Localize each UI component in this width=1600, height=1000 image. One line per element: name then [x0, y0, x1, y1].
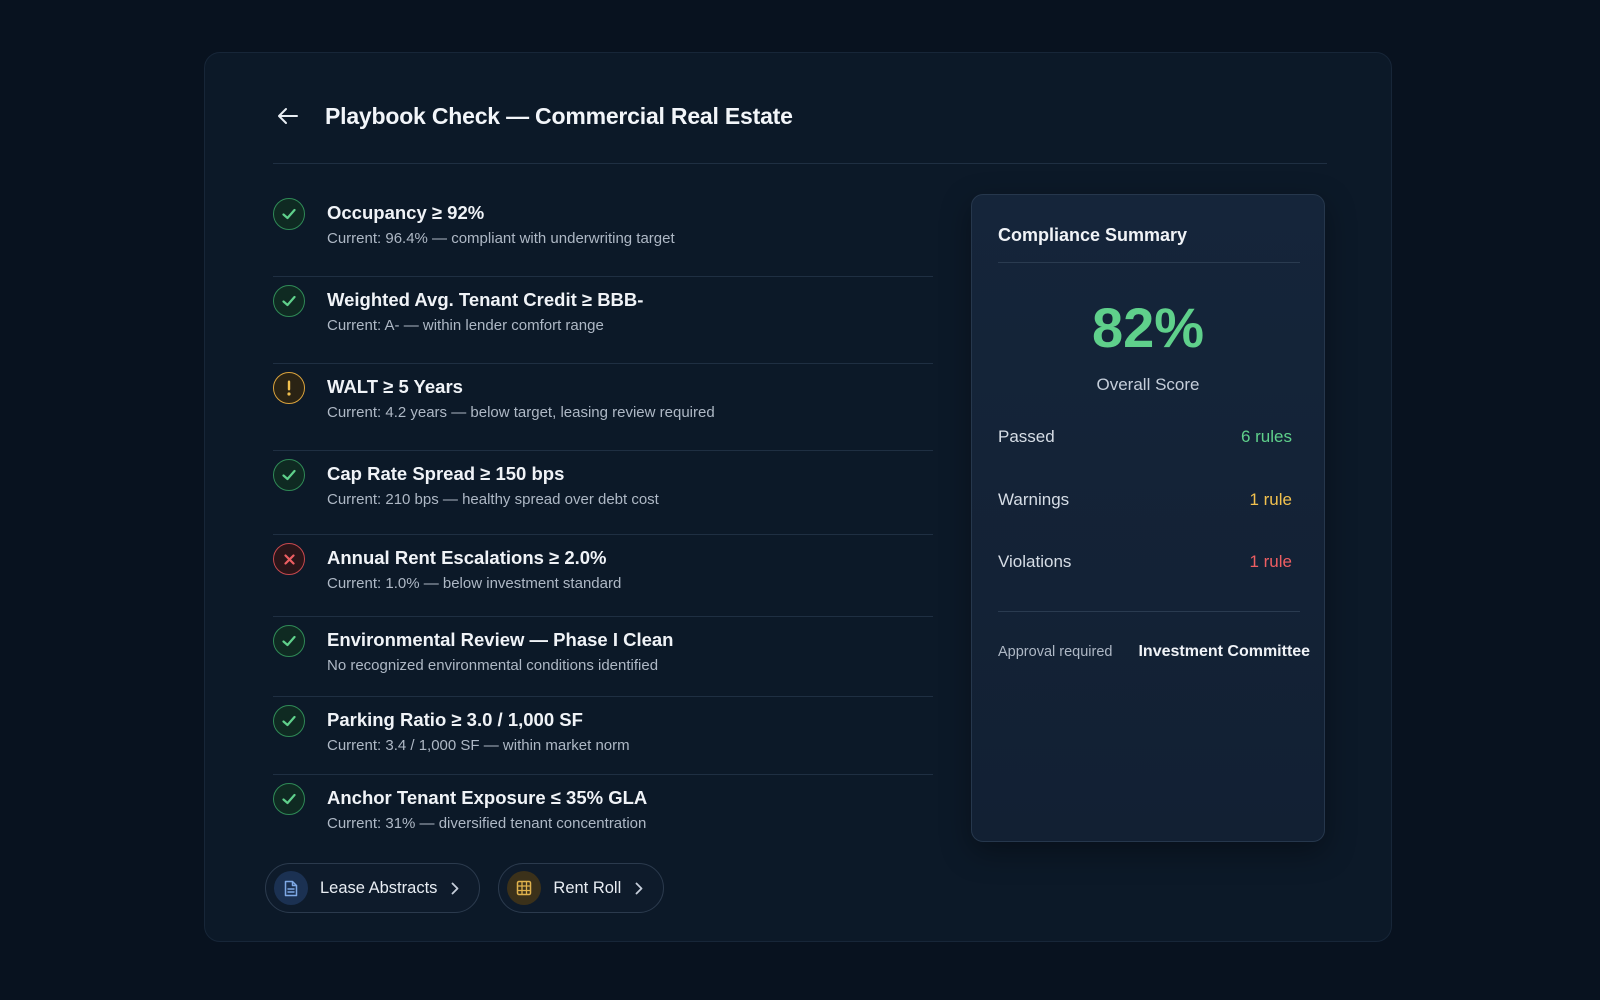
rule-item[interactable]: Weighted Avg. Tenant Credit ≥ BBB- Curre… — [273, 277, 933, 364]
stat-value: 1 rule — [1249, 552, 1292, 571]
close-icon — [273, 543, 305, 575]
arrow-left-icon — [278, 108, 298, 124]
chevron-right-icon — [452, 882, 459, 894]
check-icon — [273, 625, 305, 657]
lease-abstracts-label: Lease Abstracts — [320, 878, 438, 897]
rule-title: Anchor Tenant Exposure ≤ 35% GLA — [327, 787, 648, 808]
approval-row: Approval required Investment Committee — [998, 643, 1310, 661]
rule-detail: Current: 4.2 years — below target, leasi… — [327, 404, 715, 421]
rule-title: Cap Rate Spread ≥ 150 bps — [327, 463, 565, 484]
stat-value: 6 rules — [1240, 427, 1292, 446]
rule-list: Occupancy ≥ 92% Current: 96.4% — complia… — [273, 190, 933, 853]
rule-item[interactable]: Parking Ratio ≥ 3.0 / 1,000 SF Current: … — [273, 697, 933, 775]
overall-score-label: Overall Score — [1096, 375, 1200, 394]
warning-icon — [273, 372, 305, 404]
stat-warnings: Warnings 1 rule — [998, 490, 1292, 510]
check-icon — [273, 783, 305, 815]
action-bar: Lease Abstracts Rent Roll — [265, 863, 665, 913]
rule-detail: Current: 31% — diversified tenant concen… — [327, 815, 647, 832]
rule-detail: Current: 96.4% — compliant with underwri… — [327, 230, 675, 247]
summary-divider — [998, 611, 1300, 612]
rule-title: Annual Rent Escalations ≥ 2.0% — [327, 547, 607, 568]
rent-roll-button[interactable]: Rent Roll — [498, 863, 665, 913]
page-title: Playbook Check — Commercial Real Estate — [325, 102, 793, 129]
summary-divider — [998, 262, 1300, 263]
rule-title: WALT ≥ 5 Years — [327, 376, 463, 397]
table-icon — [507, 871, 542, 905]
page-header: Playbook Check — Commercial Real Estate — [273, 101, 793, 131]
rule-item[interactable]: Annual Rent Escalations ≥ 2.0% Current: … — [273, 535, 933, 617]
back-button[interactable] — [273, 101, 303, 131]
stat-label: Warnings — [998, 490, 1070, 509]
playbook-check-panel: Playbook Check — Commercial Real Estate … — [204, 52, 1392, 942]
overall-score: 82% — [1091, 296, 1205, 359]
stat-value: 1 rule — [1249, 490, 1292, 509]
compliance-summary-card: Compliance Summary 82% Overall Score Pas… — [971, 194, 1325, 842]
check-icon — [273, 459, 305, 491]
chevron-right-icon — [635, 882, 643, 894]
rent-roll-label: Rent Roll — [553, 878, 622, 897]
rule-title: Environmental Review — Phase I Clean — [327, 629, 674, 650]
check-icon — [273, 285, 305, 317]
document-icon — [274, 871, 308, 905]
rule-title: Parking Ratio ≥ 3.0 / 1,000 SF — [327, 709, 583, 730]
stat-passed: Passed 6 rules — [998, 427, 1292, 447]
rule-item[interactable]: Cap Rate Spread ≥ 150 bps Current: 210 b… — [273, 451, 933, 535]
rule-item[interactable]: Occupancy ≥ 92% Current: 96.4% — complia… — [273, 190, 933, 277]
rule-item[interactable]: Anchor Tenant Exposure ≤ 35% GLA Current… — [273, 775, 933, 853]
approval-value: Investment Committee — [1138, 643, 1311, 660]
rule-title: Weighted Avg. Tenant Credit ≥ BBB- — [327, 289, 644, 310]
rule-detail: Current: 1.0% — below investment standar… — [327, 575, 622, 592]
check-icon — [273, 198, 305, 230]
rule-title: Occupancy ≥ 92% — [327, 202, 485, 223]
rule-item[interactable]: WALT ≥ 5 Years Current: 4.2 years — belo… — [273, 364, 933, 451]
stat-label: Passed — [998, 427, 1055, 446]
rule-detail: Current: A- — within lender comfort rang… — [327, 317, 604, 334]
summary-title: Compliance Summary — [998, 225, 1188, 245]
rule-detail: Current: 3.4 / 1,000 SF — within market … — [327, 737, 630, 754]
stat-label: Violations — [998, 552, 1072, 571]
lease-abstracts-button[interactable]: Lease Abstracts — [265, 863, 481, 913]
header-divider — [273, 163, 1327, 164]
rule-item[interactable]: Environmental Review — Phase I Clean No … — [273, 617, 933, 697]
approval-label: Approval required — [998, 644, 1113, 660]
rule-detail: Current: 210 bps — healthy spread over d… — [327, 491, 659, 508]
stat-violations: Violations 1 rule — [998, 552, 1292, 572]
check-icon — [273, 705, 305, 737]
rule-detail: No recognized environmental conditions i… — [327, 657, 659, 674]
